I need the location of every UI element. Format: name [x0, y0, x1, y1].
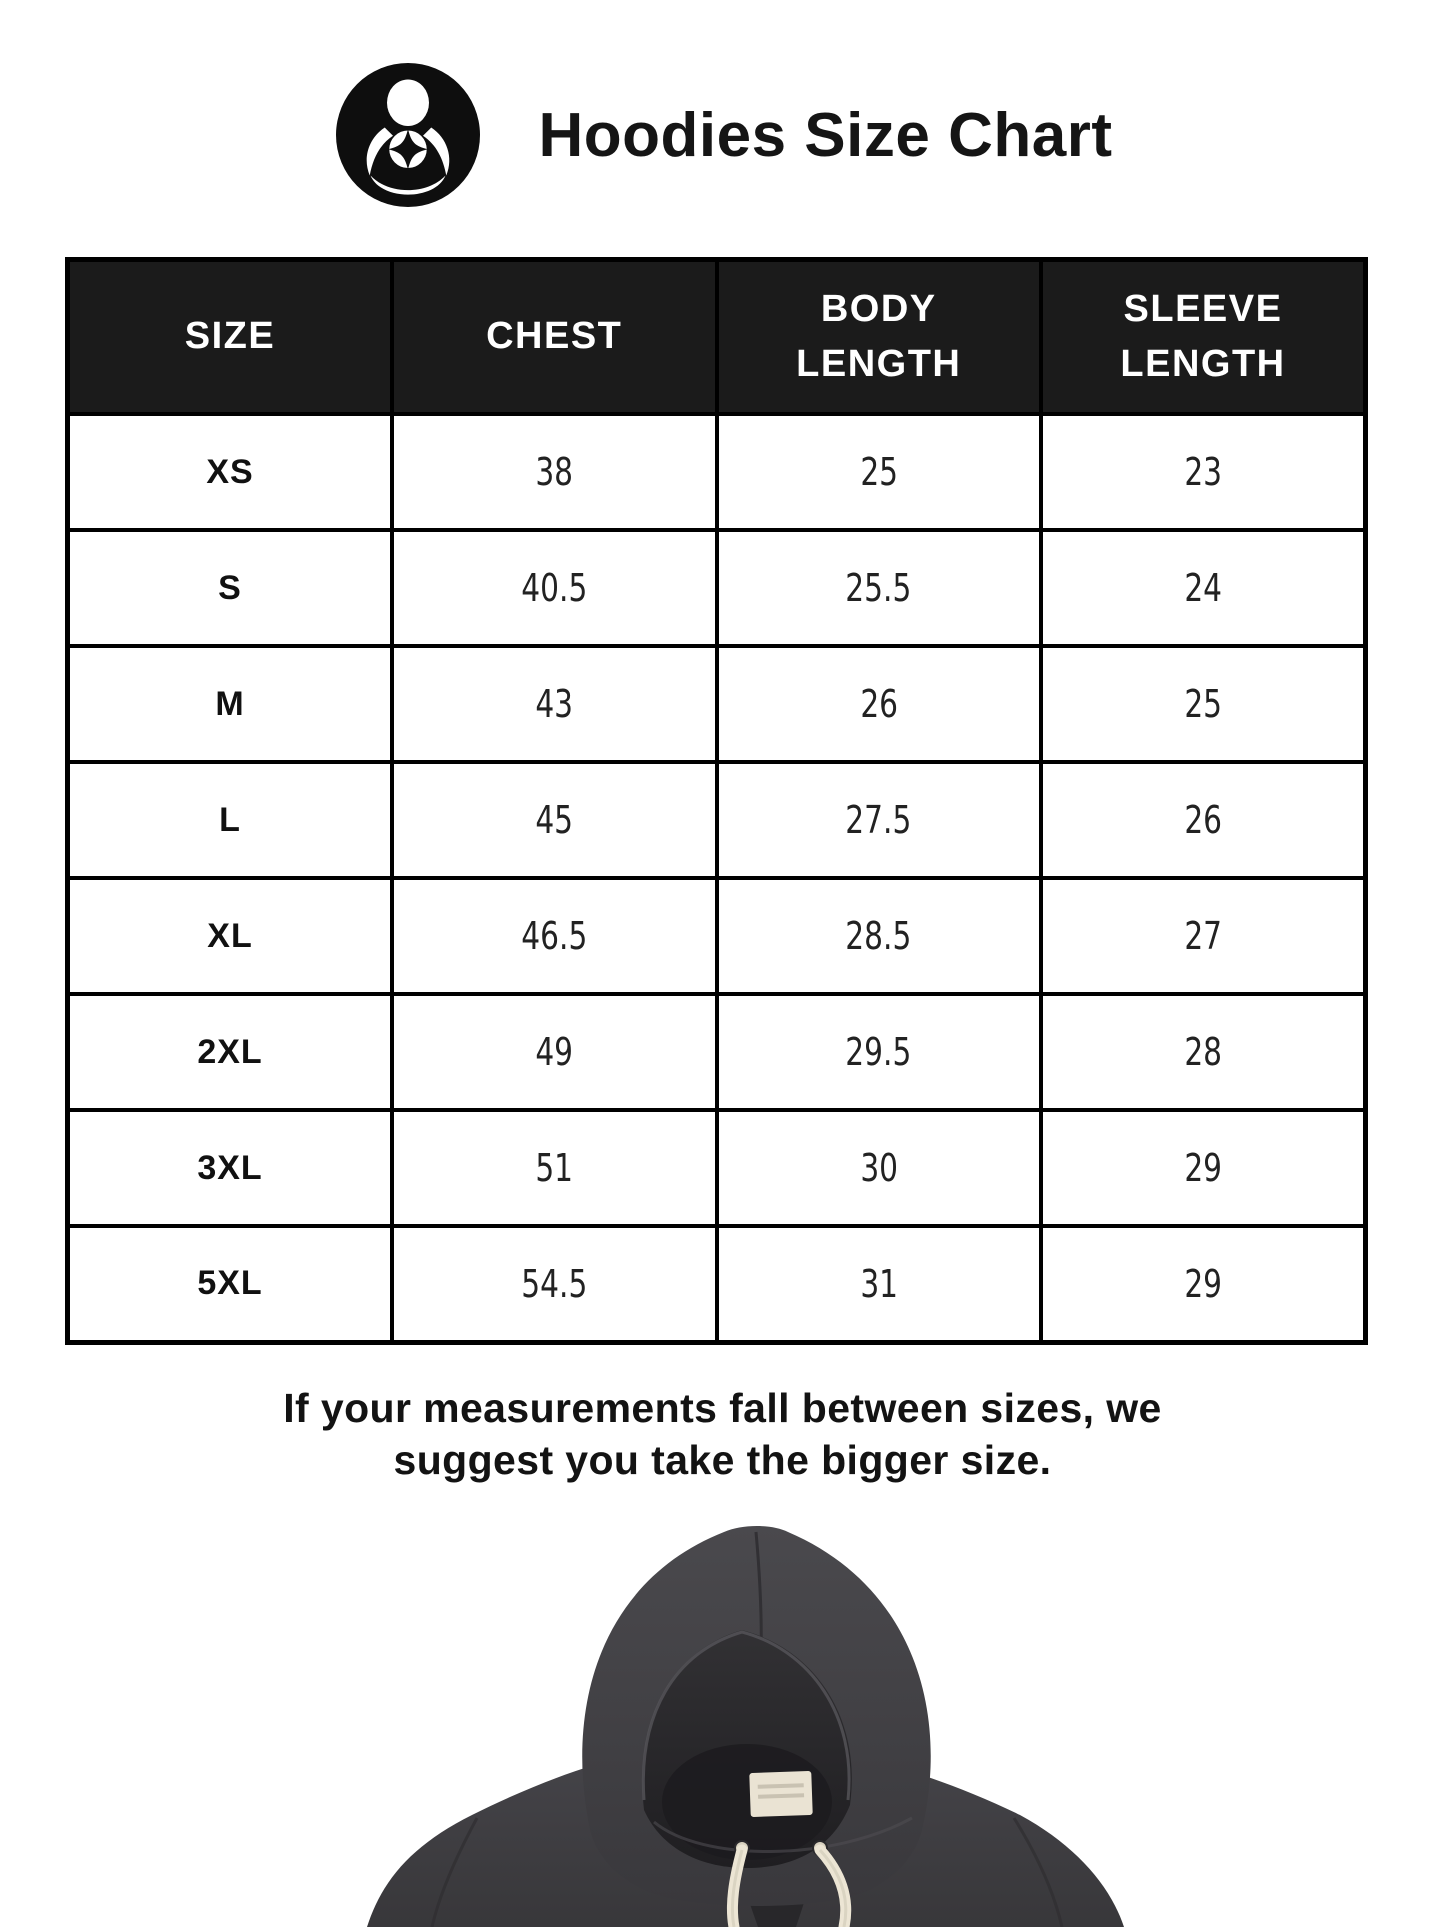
chest-cell: 43 [390, 644, 719, 764]
table-row-3xl: 3XL 51 30 29 [65, 1108, 1368, 1228]
column-header-size: SIZE [65, 257, 394, 416]
hoodie-product-image [272, 1500, 1172, 1932]
body-length-cell: 25 [714, 412, 1043, 532]
table-row-2xl: 2XL 49 29.5 28 [65, 992, 1368, 1112]
page-title: Hoodies Size Chart [538, 100, 1113, 170]
body-length-cell: 31 [714, 1224, 1043, 1344]
column-header-body-length: BODY LENGTH [714, 257, 1043, 416]
body-length-cell: 28.5 [714, 876, 1043, 996]
column-header-sleeve-length: SLEEVE LENGTH [1039, 257, 1368, 416]
table-row-xl: XL 46.5 28.5 27 [65, 876, 1368, 996]
sleeve-length-cell: 24 [1039, 528, 1368, 648]
size-cell: L [65, 760, 394, 880]
chest-cell: 45 [390, 760, 719, 880]
table-row-s: S 40.5 25.5 24 [65, 528, 1368, 648]
page-header: Hoodies Size Chart [0, 60, 1445, 210]
chest-cell: 38 [390, 412, 719, 532]
size-cell: XS [65, 412, 394, 532]
chest-cell: 49 [390, 992, 719, 1112]
body-length-cell: 30 [714, 1108, 1043, 1228]
body-length-cell: 27.5 [714, 760, 1043, 880]
chest-cell: 54.5 [390, 1224, 719, 1344]
chest-cell: 40.5 [390, 528, 719, 648]
chest-cell: 46.5 [390, 876, 719, 996]
size-note: If your measurements fall between sizes,… [0, 1382, 1445, 1486]
size-cell: S [65, 528, 394, 648]
table-row-l: L 45 27.5 26 [65, 760, 1368, 880]
sleeve-length-cell: 25 [1039, 644, 1368, 764]
body-length-cell: 29.5 [714, 992, 1043, 1112]
table-row-m: M 43 26 25 [65, 644, 1368, 764]
sleeve-length-cell: 29 [1039, 1224, 1368, 1344]
body-length-cell: 25.5 [714, 528, 1043, 648]
size-cell: 3XL [65, 1108, 394, 1228]
size-cell: XL [65, 876, 394, 996]
sleeve-length-cell: 28 [1039, 992, 1368, 1112]
size-cell: 2XL [65, 992, 394, 1112]
body-length-cell: 26 [714, 644, 1043, 764]
sleeve-length-cell: 27 [1039, 876, 1368, 996]
sleeve-length-cell: 23 [1039, 412, 1368, 532]
size-cell: M [65, 644, 394, 764]
sleeve-length-cell: 26 [1039, 760, 1368, 880]
size-chart-table: SIZE CHEST BODY LENGTH SLEEVE LENGTH XS … [65, 257, 1368, 1345]
size-note-line-1: If your measurements fall between sizes,… [283, 1385, 1162, 1431]
table-header-row: SIZE CHEST BODY LENGTH SLEEVE LENGTH [65, 257, 1368, 416]
column-header-chest: CHEST [390, 257, 719, 416]
size-note-line-2: suggest you take the bigger size. [393, 1437, 1052, 1484]
table-row-5xl: 5XL 54.5 31 29 [65, 1224, 1368, 1344]
table-row-xs: XS 38 25 23 [65, 412, 1368, 532]
sleeve-length-cell: 29 [1039, 1108, 1368, 1228]
brand-logo-icon [333, 60, 483, 210]
size-cell: 5XL [65, 1224, 394, 1344]
chest-cell: 51 [390, 1108, 719, 1228]
neck-label [749, 1771, 813, 1817]
